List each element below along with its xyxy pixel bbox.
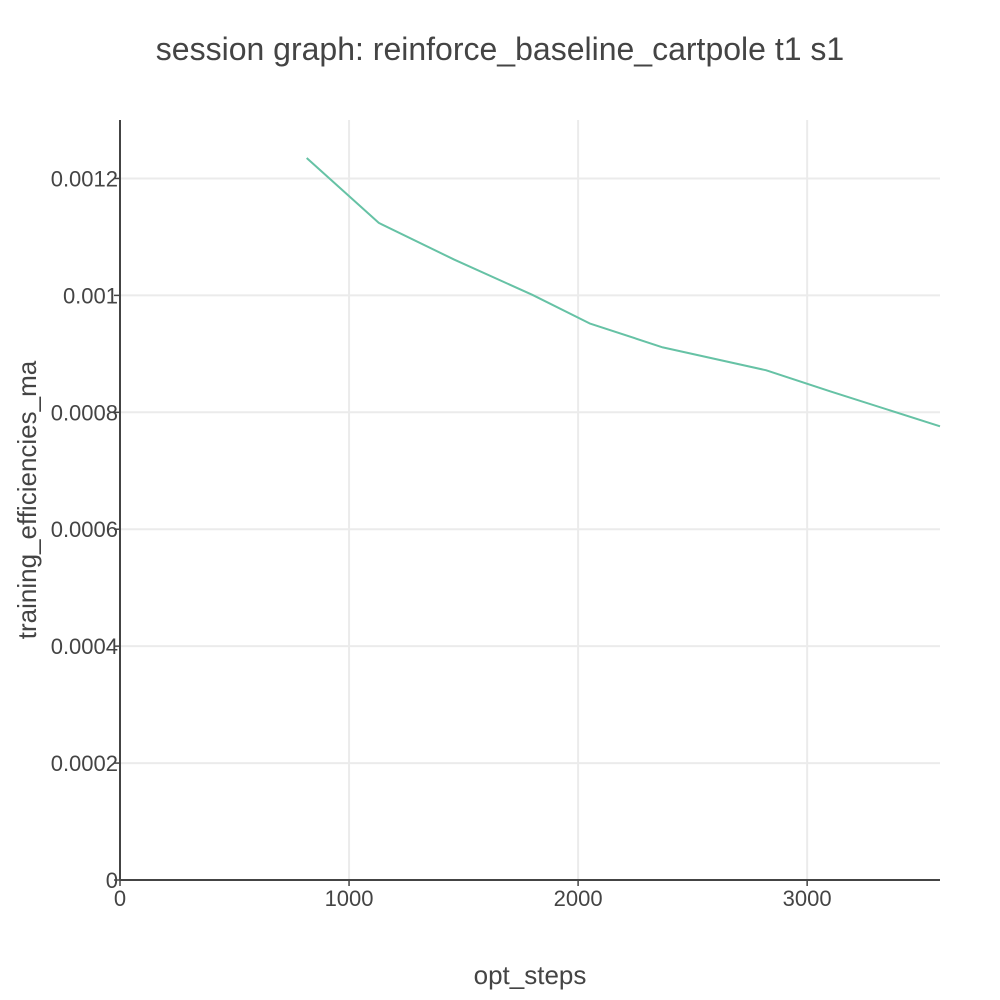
x-tick-label: 0 xyxy=(114,886,126,911)
series-layer xyxy=(306,157,941,428)
series-line-0 xyxy=(306,157,941,428)
y-tick-label: 0.0004 xyxy=(51,634,118,659)
y-tick-label: 0 xyxy=(106,868,118,893)
x-tick-label: 1000 xyxy=(325,886,374,911)
x-tick-label: 2000 xyxy=(554,886,603,911)
y-axis-title: training_efficiencies_ma xyxy=(12,360,42,639)
chart-title: session graph: reinforce_baseline_cartpo… xyxy=(156,31,844,67)
axes xyxy=(114,120,940,886)
y-tick-label: 0.0012 xyxy=(51,166,118,191)
y-tick-label: 0.001 xyxy=(63,283,118,308)
y-tick-label: 0.0006 xyxy=(51,517,118,542)
x-axis-title: opt_steps xyxy=(474,960,587,990)
x-tick-label: 3000 xyxy=(783,886,832,911)
y-tick-label: 0.0008 xyxy=(51,400,118,425)
tick-labels: 0 1000 2000 3000 0 0.0002 0.0004 0.0006 0.0008 0.… xyxy=(51,166,832,911)
gridlines xyxy=(120,120,940,880)
y-tick-label: 0.0002 xyxy=(51,751,118,776)
